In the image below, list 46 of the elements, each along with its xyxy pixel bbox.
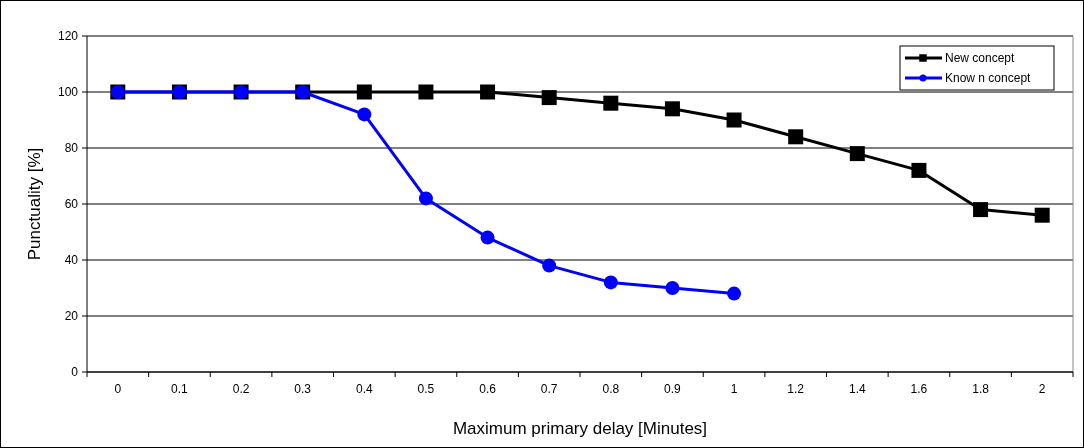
y-tick-label: 20 [64,309,79,324]
x-tick-label: 0.7 [540,382,558,396]
point [542,258,557,273]
y-tick-label: 80 [64,141,79,156]
point [480,84,496,100]
x-tick-label: 0.4 [355,382,373,396]
y-tick-label: 60 [64,197,79,212]
point [1034,207,1050,223]
point [911,162,927,178]
x-tick-label: 0.6 [479,382,497,396]
x-tick-label: 1.8 [972,382,990,396]
x-tick-label: 0.1 [171,382,189,396]
y-tick-label: 40 [64,253,79,268]
y-axis-title: Punctuality [%] [25,147,44,261]
x-tick-label: 0.9 [664,382,682,396]
point [541,90,557,106]
x-tick-label: 1.6 [910,382,928,396]
x-tick-label: 1.4 [848,382,866,396]
y-tick-label: 100 [57,85,79,100]
point [480,230,495,245]
y-tick-label: 0 [71,365,79,380]
point [665,281,680,295]
x-tick-label: 0.3 [294,382,312,396]
point [603,95,619,111]
x-tick-label: 1 [730,382,738,396]
point [356,84,372,100]
y-tick-label: 120 [57,29,79,44]
point [357,107,372,122]
x-tick-label: 0.2 [232,382,250,396]
point [726,112,742,128]
point [973,202,989,218]
x-tick-label: 0 [114,382,122,396]
point [664,101,680,117]
x-tick-label: 2 [1038,382,1046,396]
legend-label: New concept [945,51,1016,66]
point [603,275,618,290]
x-tick-label: 0.5 [417,382,435,396]
x-tick-label: 0.8 [602,382,620,396]
point [418,84,434,100]
point [788,129,804,145]
point [418,191,433,206]
x-axis-title: Maximum primary delay [Minutes] [452,419,708,438]
point [849,146,865,162]
x-tick-label: 1.2 [787,382,805,396]
legend-label: Know n concept [945,71,1032,86]
point [727,286,742,301]
